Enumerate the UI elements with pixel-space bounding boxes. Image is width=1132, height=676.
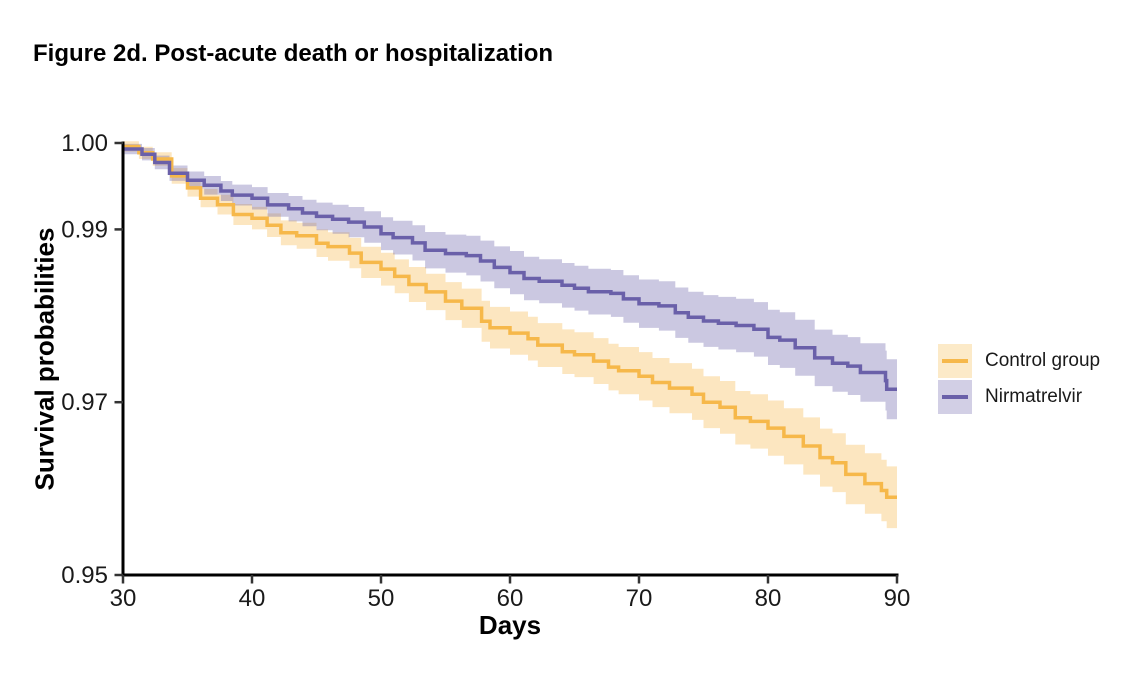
x-tick-label: 90 <box>884 585 911 612</box>
nirmatrelvir-ci-ribbon <box>123 143 897 420</box>
x-tick-label: 70 <box>626 585 653 612</box>
y-axis-title: Survival probabilities <box>29 227 60 491</box>
legend-key-line-control-group <box>942 359 968 363</box>
y-tick-label: 0.95 <box>61 562 108 589</box>
legend-item-control-group: Control group <box>938 344 1100 378</box>
x-tick-label: 80 <box>755 585 782 612</box>
x-axis-title: Days <box>478 610 542 640</box>
legend-key-nirmatrelvir <box>938 380 972 414</box>
legend-label-nirmatrelvir: Nirmatrelvir <box>985 386 1083 407</box>
nirmatrelvir-curve <box>123 147 897 391</box>
y-tick-label: 0.99 <box>61 216 108 243</box>
x-tick-label: 30 <box>110 585 137 612</box>
legend-key-control-group <box>938 344 972 378</box>
x-tick-label: 50 <box>368 585 395 612</box>
figure-title: Figure 2d. Post-acute death or hospitali… <box>33 40 554 67</box>
x-tick-label: 40 <box>239 585 266 612</box>
legend-key-line-nirmatrelvir <box>942 395 968 399</box>
legend-label-control-group: Control group <box>985 350 1101 371</box>
y-tick-label: 1.00 <box>61 130 108 157</box>
y-tick-label: 0.97 <box>61 389 108 416</box>
control-group-curve <box>123 144 897 499</box>
legend: Control group Nirmatrelvir <box>938 344 1100 414</box>
legend-item-nirmatrelvir: Nirmatrelvir <box>938 380 1100 414</box>
x-tick-label: 60 <box>497 585 524 612</box>
